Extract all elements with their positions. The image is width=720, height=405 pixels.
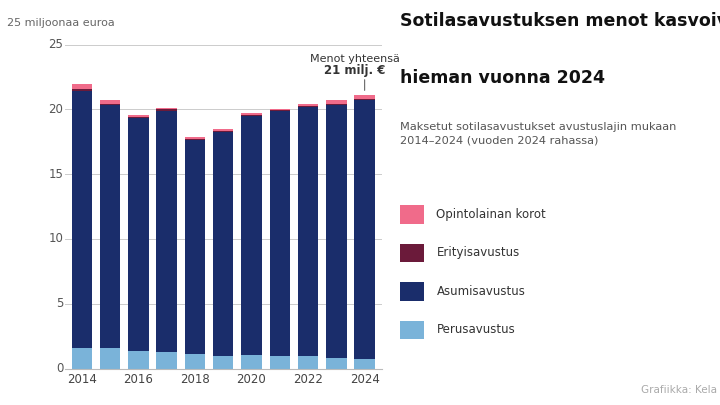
Text: Perusavustus: Perusavustus (436, 323, 516, 336)
Bar (71, 91, 92, 348)
Bar (213, 130, 233, 131)
Bar (298, 104, 318, 106)
Text: 25 miljoonaa euroa: 25 miljoonaa euroa (7, 18, 115, 28)
Text: 15: 15 (48, 168, 63, 181)
Text: Grafiikka: Kela: Grafiikka: Kela (641, 385, 717, 395)
Text: 20: 20 (48, 103, 63, 116)
Bar (400, 205, 423, 224)
Bar (213, 131, 233, 132)
Text: Opintolainan korot: Opintolainan korot (436, 208, 546, 221)
Bar (156, 108, 177, 109)
Bar (269, 356, 290, 369)
Bar (269, 110, 290, 111)
Bar (185, 139, 205, 140)
Bar (326, 105, 346, 358)
Bar (71, 89, 92, 91)
Bar (185, 136, 205, 139)
Bar (156, 111, 177, 352)
Text: Menot yhteensä: Menot yhteensä (310, 54, 400, 64)
Bar (100, 104, 120, 105)
Bar (269, 111, 290, 356)
Bar (326, 104, 346, 105)
Text: Maksetut sotilasavustukset avustuslajin mukaan
2014–2024 (vuoden 2024 rahassa): Maksetut sotilasavustukset avustuslajin … (400, 122, 676, 146)
Bar (400, 321, 423, 339)
Text: 25: 25 (48, 38, 63, 51)
Bar (128, 118, 148, 351)
Bar (354, 95, 375, 99)
Bar (298, 107, 318, 356)
Text: 5: 5 (56, 297, 63, 310)
Bar (100, 348, 120, 369)
Bar (326, 100, 346, 104)
Bar (241, 355, 261, 369)
Bar (100, 105, 120, 348)
Bar (298, 356, 318, 369)
Bar (354, 359, 375, 369)
Text: Asumisavustus: Asumisavustus (436, 285, 526, 298)
Bar (213, 132, 233, 356)
Bar (128, 351, 148, 369)
Bar (185, 354, 205, 369)
Text: 21 milj. €: 21 milj. € (324, 64, 385, 77)
Text: 0: 0 (56, 362, 63, 375)
Bar (326, 358, 346, 369)
Text: hieman vuonna 2024: hieman vuonna 2024 (400, 69, 605, 87)
Bar (241, 115, 261, 116)
Text: Sotilasavustuksen menot kasvoivat: Sotilasavustuksen menot kasvoivat (400, 12, 720, 30)
Bar (71, 348, 92, 369)
Bar (354, 100, 375, 359)
Text: Erityisavustus: Erityisavustus (436, 246, 520, 259)
Bar (156, 109, 177, 111)
Bar (354, 99, 375, 100)
Bar (185, 140, 205, 354)
Bar (269, 109, 290, 110)
Bar (400, 244, 423, 262)
Bar (400, 282, 423, 301)
Bar (241, 116, 261, 355)
Bar (213, 356, 233, 369)
Bar (156, 352, 177, 369)
Bar (100, 100, 120, 104)
Bar (128, 115, 148, 117)
Bar (128, 117, 148, 118)
Bar (71, 85, 92, 89)
Bar (298, 106, 318, 107)
Text: 10: 10 (48, 232, 63, 245)
Bar (241, 113, 261, 115)
